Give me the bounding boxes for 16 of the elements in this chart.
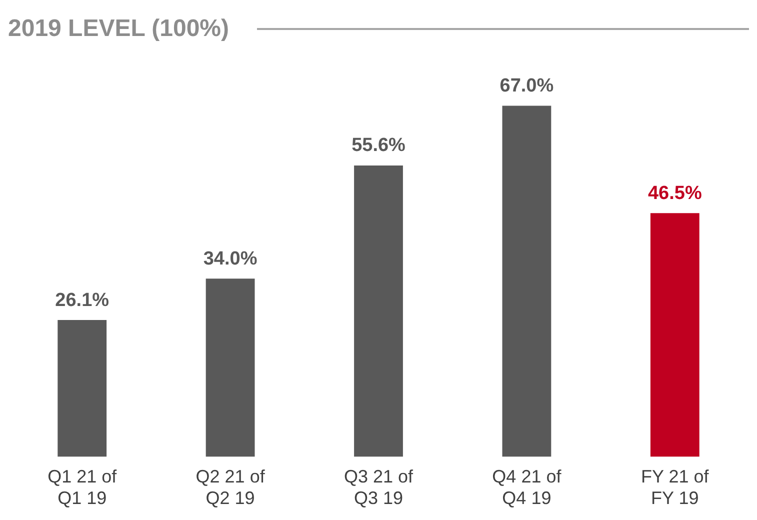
data-label: 67.0% xyxy=(500,75,554,96)
x-tick-label: Q2 21 of Q2 19 xyxy=(196,466,266,508)
chart-title: 2019 LEVEL (100%) xyxy=(8,15,230,43)
data-label: 26.1% xyxy=(55,290,110,311)
bar xyxy=(354,165,403,457)
data-label: 34.0% xyxy=(203,248,258,270)
data-label: 46.5% xyxy=(648,182,702,204)
x-tick-label: Q3 21 of Q3 19 xyxy=(344,466,414,508)
x-tick-label: FY 21 of FY 19 xyxy=(641,466,710,508)
x-tick-label: Q4 21 of Q4 19 xyxy=(492,466,562,508)
bar xyxy=(502,106,552,457)
bar xyxy=(58,320,107,457)
data-label: 55.6% xyxy=(352,135,406,156)
bar xyxy=(650,213,700,457)
bar xyxy=(206,278,255,457)
x-tick-label: Q1 21 of Q1 19 xyxy=(48,466,118,508)
